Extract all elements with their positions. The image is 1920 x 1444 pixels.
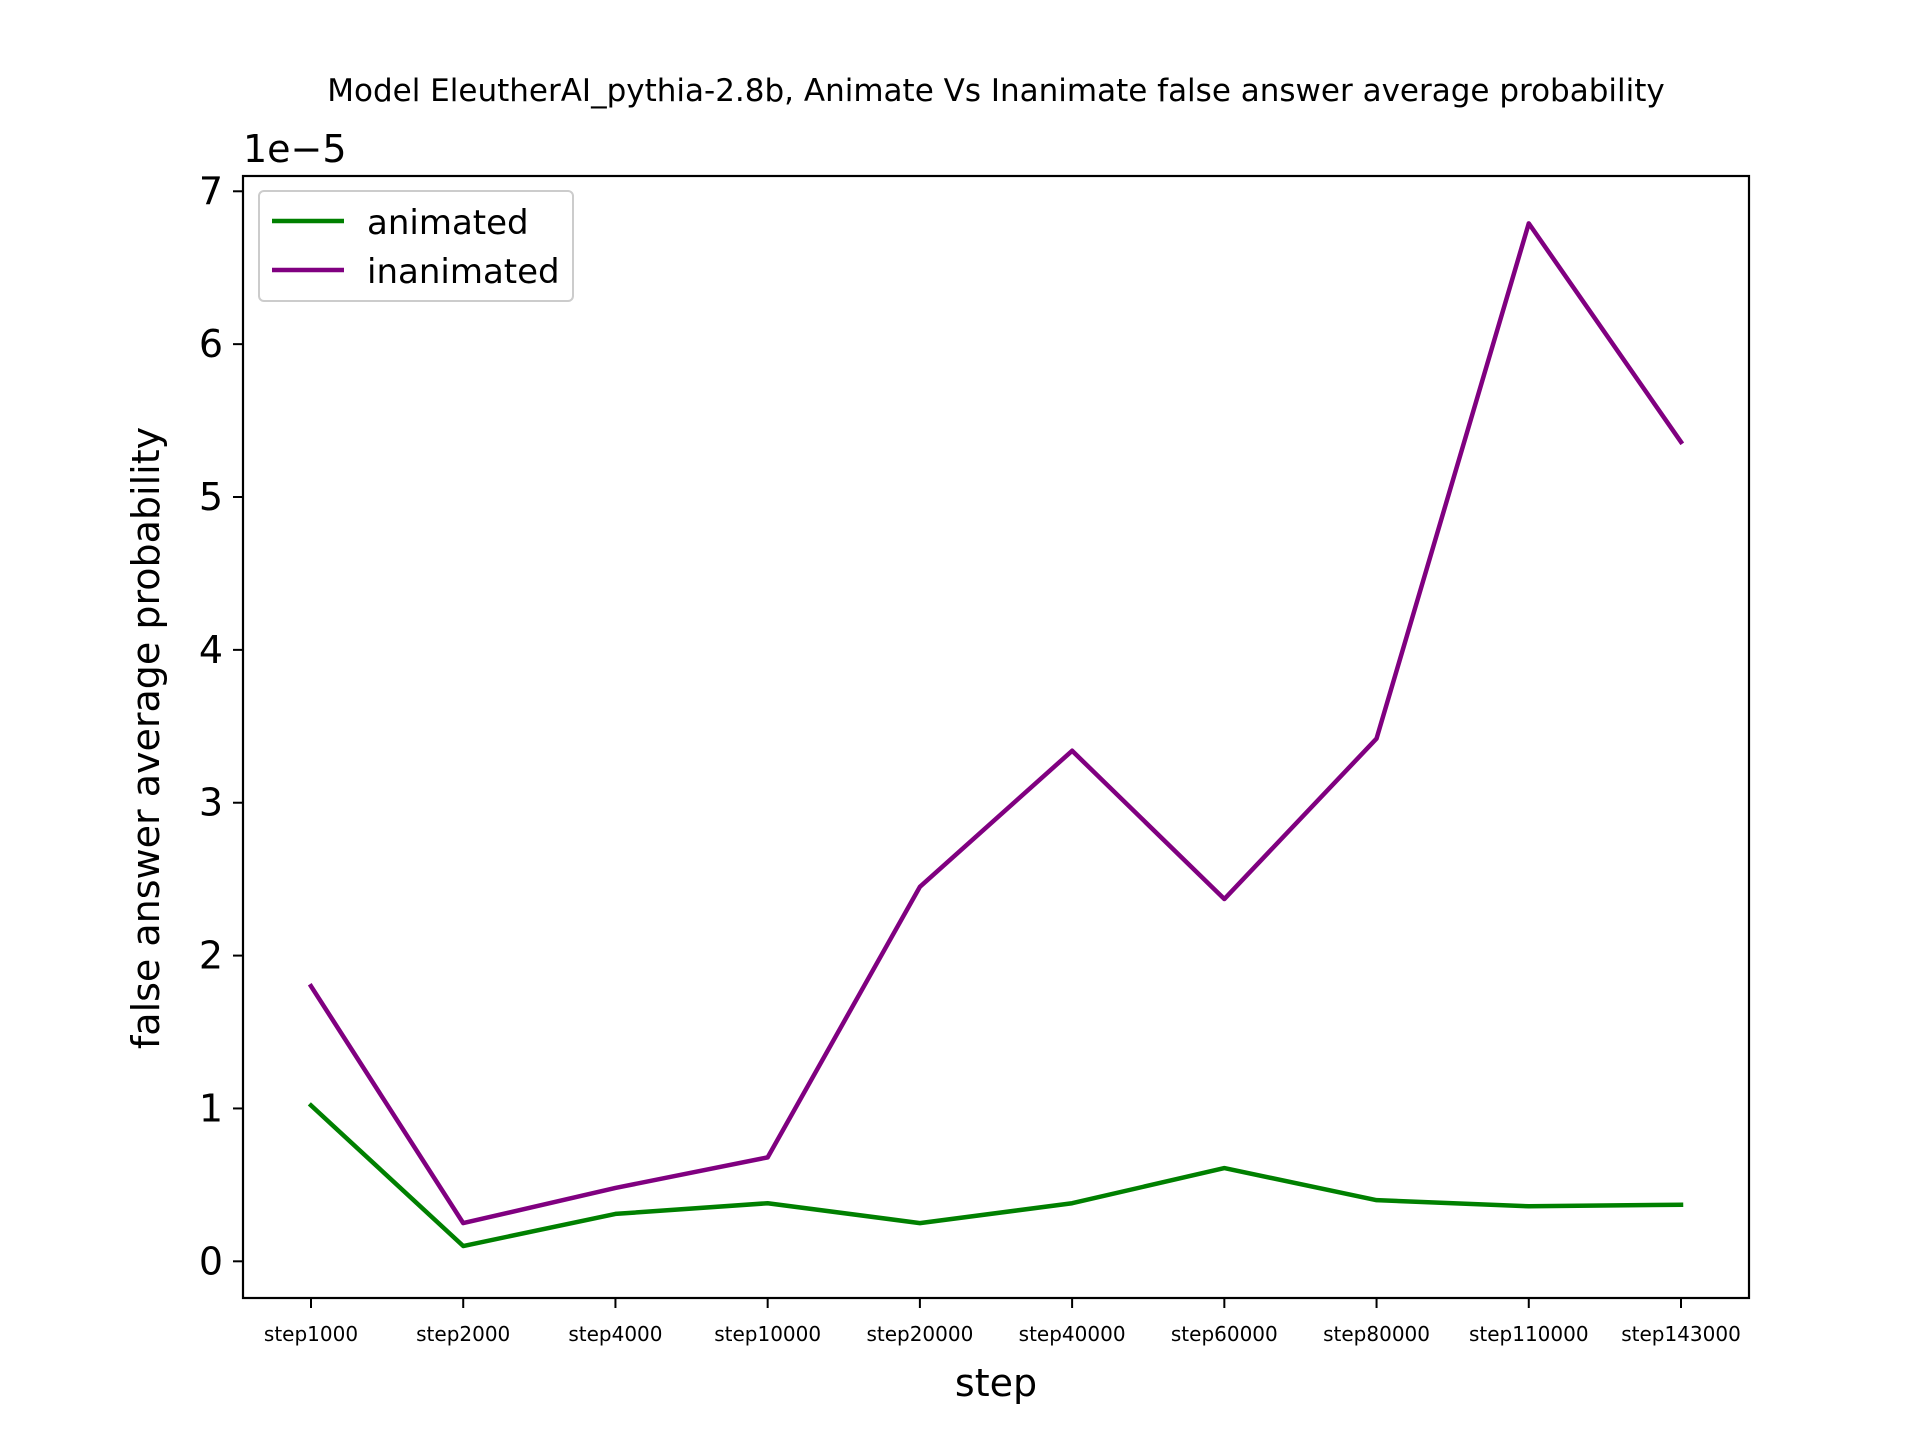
x-tick-label: step40000 xyxy=(1019,1322,1126,1346)
y-tick-label: 4 xyxy=(199,628,223,672)
x-tick-label: step110000 xyxy=(1469,1322,1589,1346)
y-tick-label: 1 xyxy=(199,1086,223,1130)
series-line-inanimated xyxy=(307,221,1685,1226)
x-tick-label: step2000 xyxy=(416,1322,510,1346)
y-tick-label: 3 xyxy=(199,781,223,825)
axes-frame xyxy=(241,174,1751,1300)
x-tick-label: step143000 xyxy=(1621,1322,1741,1346)
y-tick-label: 5 xyxy=(199,475,223,519)
plot-area xyxy=(241,174,1751,1300)
x-tick-label: step60000 xyxy=(1171,1322,1278,1346)
legend: animated inanimated xyxy=(258,190,574,302)
x-tick-label: step10000 xyxy=(714,1322,821,1346)
y-offset-text: 1e−5 xyxy=(243,127,347,171)
legend-label-animated: animated xyxy=(367,203,529,243)
y-axis-ticks: 0 1 2 3 4 5 6 7 xyxy=(199,169,243,1283)
y-tick-label: 7 xyxy=(199,169,223,213)
x-tick-label: step80000 xyxy=(1323,1322,1430,1346)
x-tick-label: step1000 xyxy=(264,1322,358,1346)
y-tick-label: 2 xyxy=(199,934,223,978)
y-axis-label: false answer average probability xyxy=(124,427,168,1049)
y-tick-label: 6 xyxy=(199,322,223,366)
x-axis-ticks: step1000 step2000 step4000 step10000 step200… xyxy=(264,1298,1741,1346)
series-line-animated xyxy=(307,1102,1684,1249)
y-tick-label: 0 xyxy=(199,1239,223,1283)
x-tick-label: step4000 xyxy=(568,1322,662,1346)
x-axis-label: step xyxy=(955,1361,1037,1405)
chart-title: Model EleutherAI_pythia-2.8b, Animate Vs… xyxy=(327,73,1664,109)
x-tick-label: step20000 xyxy=(866,1322,973,1346)
legend-label-inanimated: inanimated xyxy=(367,252,560,292)
legend-box xyxy=(258,190,574,302)
